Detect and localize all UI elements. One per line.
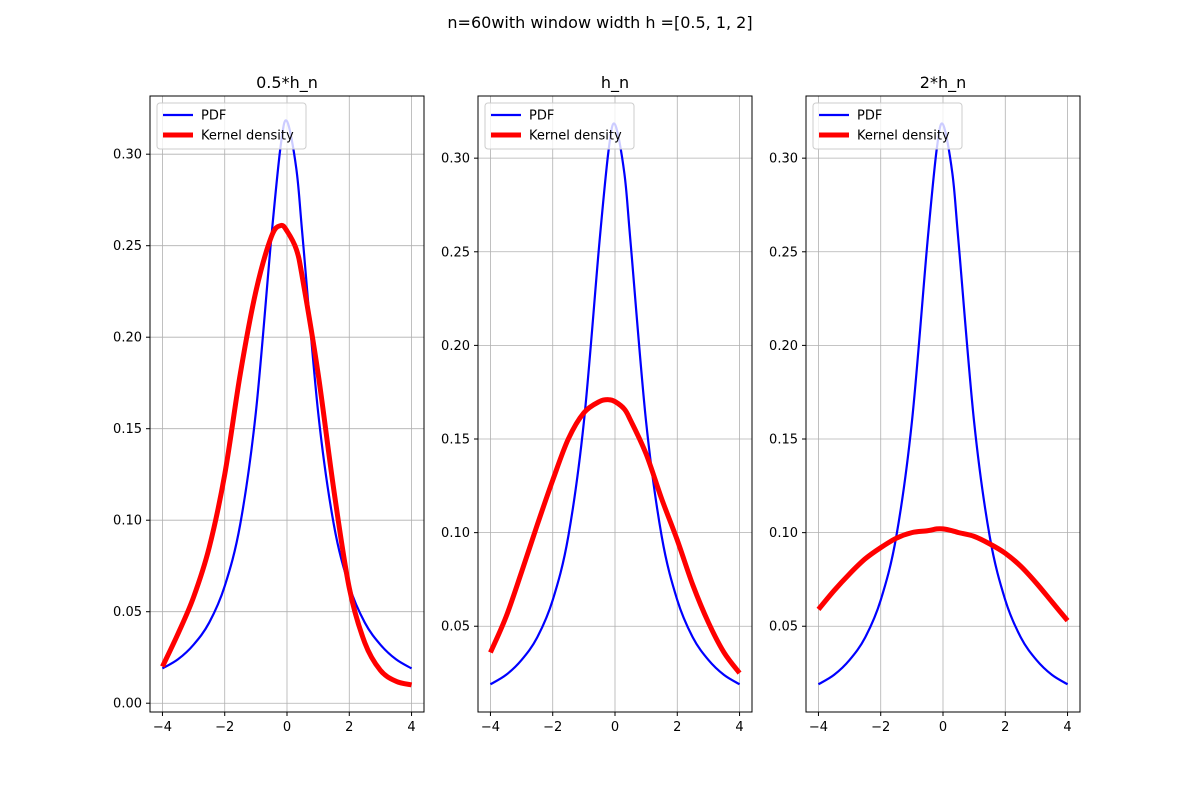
y-tick-label: 0.25 (769, 245, 798, 260)
x-tick-label: 0 (283, 720, 291, 735)
legend: PDF Kernel density (812, 102, 963, 150)
y-tick-label: 0.00 (113, 697, 142, 712)
figure-title: n=60with window width h =[0.5, 1, 2] (447, 13, 752, 32)
legend-box (484, 102, 635, 150)
legend-label: PDF (201, 109, 226, 124)
y-tick-label: 0.15 (769, 433, 798, 448)
series-line-kernel-density (488, 397, 742, 675)
subplot-title: 2*h_n (920, 73, 966, 93)
x-tick-label: −4 (153, 720, 172, 735)
x-tick-label: −2 (215, 720, 234, 735)
y-tick-label: 0.25 (113, 239, 142, 254)
legend-label: Kernel density (529, 129, 622, 144)
y-tick-label: 0.10 (441, 526, 470, 541)
x-tick-label: 2 (673, 720, 681, 735)
series-line-kernel-density (160, 222, 413, 688)
subplots: 0.5*h_n −4 −2 0 2 4 0.00 0.05 0.10 0.15 0.20 0.25 0.… (113, 73, 1081, 735)
legend-label: PDF (529, 109, 554, 124)
y-tick-label: 0.10 (769, 526, 798, 541)
x-tick-label: 2 (1001, 720, 1009, 735)
y-tick-label: 0.10 (113, 514, 142, 529)
y-tick-label: 0.25 (441, 245, 470, 260)
y-tick-label: 0.30 (113, 148, 142, 163)
y-tick-label: 0.15 (113, 422, 142, 437)
legend-box (812, 102, 963, 150)
x-tick-label: −2 (871, 720, 890, 735)
y-tick-label: 0.30 (769, 152, 798, 167)
x-tick-label: 4 (1063, 720, 1071, 735)
y-tick-label: 0.20 (441, 339, 470, 354)
subplot-title: h_n (601, 73, 629, 93)
x-tick-label: −2 (543, 720, 562, 735)
subplot-3: 2*h_n −4 −2 0 2 4 0.05 0.10 0.15 0.20 0.25 0.30 PDF K… (769, 73, 1081, 735)
x-tick-label: 2 (345, 720, 353, 735)
legend-label: Kernel density (857, 129, 950, 144)
y-tick-label: 0.30 (441, 152, 470, 167)
x-tick-label: −4 (481, 720, 500, 735)
series-line-kernel-density (816, 526, 1070, 623)
subplot-1: 0.5*h_n −4 −2 0 2 4 0.00 0.05 0.10 0.15 0.20 0.25 0.… (113, 73, 425, 735)
legend: PDF Kernel density (156, 102, 307, 150)
x-tick-label: 0 (939, 720, 947, 735)
subplot-title: 0.5*h_n (256, 73, 318, 93)
y-tick-label: 0.05 (441, 620, 470, 635)
y-tick-label: 0.20 (769, 339, 798, 354)
y-tick-label: 0.05 (113, 605, 142, 620)
legend-box (156, 102, 307, 150)
y-tick-label: 0.20 (113, 331, 142, 346)
x-tick-label: 4 (735, 720, 743, 735)
x-tick-label: −4 (809, 720, 828, 735)
x-tick-label: 4 (407, 720, 415, 735)
legend-label: PDF (857, 109, 882, 124)
legend: PDF Kernel density (484, 102, 635, 150)
x-tick-label: 0 (611, 720, 619, 735)
y-tick-label: 0.05 (769, 620, 798, 635)
subplot-2: h_n −4 −2 0 2 4 0.05 0.10 0.15 0.20 0.25 0.30 PDF Ker… (441, 73, 753, 735)
y-tick-label: 0.15 (441, 433, 470, 448)
legend-label: Kernel density (201, 129, 294, 144)
